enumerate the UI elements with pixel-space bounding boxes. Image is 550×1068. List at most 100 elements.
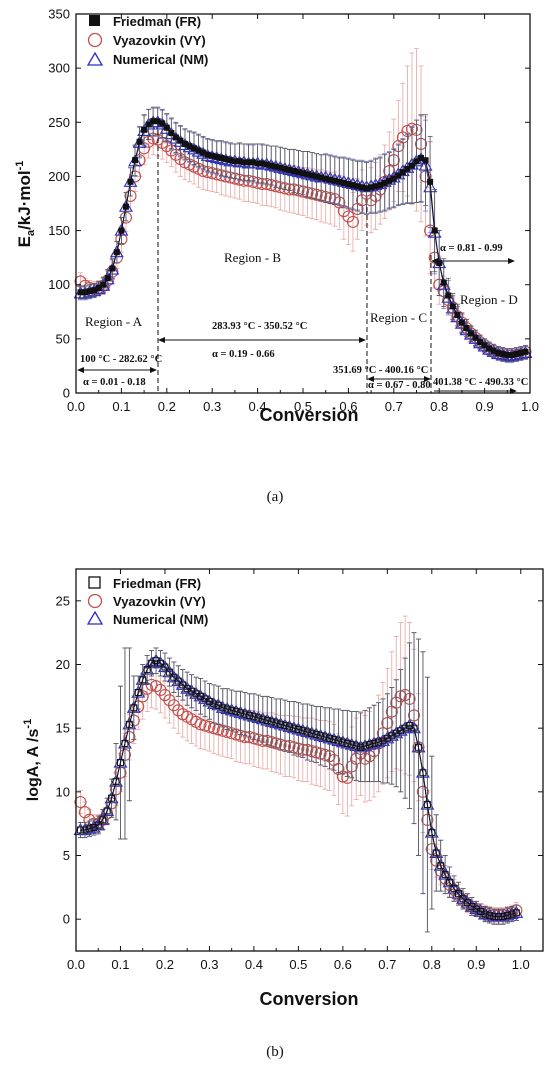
data-point	[150, 118, 157, 125]
data-point	[186, 143, 193, 150]
data-point	[440, 279, 447, 286]
data-point	[172, 704, 185, 717]
data-point	[78, 806, 91, 819]
data-point	[132, 157, 139, 164]
panel-a-label: (a)	[267, 489, 284, 505]
data-point	[181, 140, 188, 147]
y-tick-label: 200	[48, 169, 70, 184]
data-point	[218, 155, 225, 162]
data-point	[449, 303, 456, 310]
data-point	[118, 227, 125, 234]
temp-range-b: 283.93 °C - 350.52 °C	[212, 321, 307, 332]
data-point	[172, 134, 179, 141]
x-tick-label: 0.7	[378, 957, 396, 972]
legend-label-vyazovkin: Vyazovkin (VY)	[113, 594, 206, 609]
data-point	[228, 706, 236, 714]
alpha-range-a: α = 0.01 - 0.18	[83, 377, 146, 388]
data-point	[99, 816, 107, 824]
x-tick-label: 0.5	[289, 957, 307, 972]
data-point	[436, 260, 443, 267]
data-point	[414, 743, 422, 751]
data-point	[161, 663, 169, 671]
x-tick-label: 0.4	[245, 957, 263, 972]
data-point	[428, 829, 436, 837]
data-point	[346, 215, 359, 228]
data-point	[268, 718, 276, 726]
region-a-label: Region - A	[85, 314, 143, 329]
data-point	[136, 138, 143, 145]
x-tick-label: 0.3	[200, 957, 218, 972]
data-point	[223, 705, 231, 713]
data-point	[349, 182, 356, 189]
data-point	[454, 890, 462, 898]
data-point	[423, 801, 431, 809]
data-point	[336, 178, 343, 185]
data-point	[109, 265, 116, 272]
legend-label-friedman: Friedman (FR)	[113, 14, 201, 29]
data-point	[143, 666, 151, 674]
x-tick-label: 0.6	[339, 399, 357, 414]
data-point	[321, 733, 329, 741]
data-point	[490, 913, 498, 921]
data-point	[200, 149, 207, 156]
data-point	[85, 825, 93, 833]
data-point	[459, 895, 467, 903]
data-point	[145, 121, 152, 128]
data-point	[486, 911, 494, 919]
data-point	[446, 878, 454, 886]
data-point	[477, 339, 484, 346]
data-point	[330, 736, 338, 744]
data-point	[352, 742, 360, 750]
panel-a: 0.0 0.1 0.2 0.3 0.4 0.5 0.6 0.7 0.8 0.9 1.0 0 50 100 1…	[14, 7, 539, 506]
data-point	[179, 681, 187, 689]
data-point	[458, 319, 465, 326]
x-tick-label: 1.0	[521, 399, 539, 414]
data-point	[213, 153, 220, 160]
temp-range-c: 351.69 °C - 400.16 °C	[333, 365, 428, 376]
range-arrow-d-lower	[434, 388, 517, 394]
data-point	[431, 227, 438, 234]
y-tick-label: 250	[48, 115, 70, 130]
x-tick-label: 0.1	[112, 399, 130, 414]
data-point	[268, 162, 275, 169]
data-point	[254, 714, 262, 722]
data-point	[413, 158, 420, 165]
data-point	[357, 743, 365, 751]
x-tick-label: 0.6	[334, 957, 352, 972]
alpha-range-d: α = 0.81 - 0.99	[440, 243, 503, 254]
legend-label-numerical: Numerical (NM)	[113, 612, 208, 627]
data-point	[116, 759, 124, 767]
data-point	[222, 156, 229, 163]
data-point	[322, 175, 329, 182]
data-point	[463, 325, 470, 332]
x-tick-label: 0.9	[476, 399, 494, 414]
data-point	[272, 719, 280, 727]
data-point	[165, 668, 173, 676]
data-point	[486, 345, 493, 352]
panel-a-y-axis-title: Ea/kJ·mol-1	[14, 161, 37, 248]
data-point	[343, 739, 351, 747]
data-point	[150, 680, 163, 693]
data-point	[240, 159, 247, 166]
series-friedman	[77, 106, 529, 362]
data-point	[232, 708, 240, 716]
data-point	[108, 794, 116, 802]
temp-range-a: 100 °C - 282.62 °C	[80, 354, 162, 365]
data-point	[285, 723, 293, 731]
y-tick-label: 10	[56, 784, 70, 799]
panel-b-plot-area	[73, 615, 524, 933]
data-point	[386, 177, 393, 184]
data-point	[427, 178, 434, 185]
data-point	[94, 821, 102, 829]
legend-marker-numerical	[86, 51, 104, 66]
data-point	[134, 689, 142, 697]
data-point	[237, 709, 245, 717]
legend-marker-friedman	[88, 576, 101, 589]
panel-b-frame	[75, 568, 544, 952]
data-point	[318, 174, 325, 181]
data-point	[395, 172, 402, 179]
data-point	[170, 673, 178, 681]
data-point	[309, 172, 316, 179]
data-point	[245, 159, 252, 166]
data-point	[203, 720, 216, 733]
